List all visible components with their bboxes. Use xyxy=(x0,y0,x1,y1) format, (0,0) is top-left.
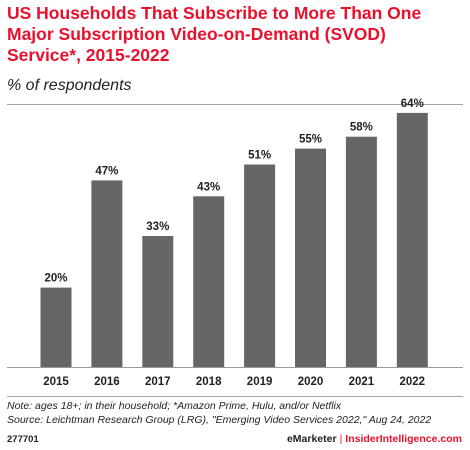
bar-2019 xyxy=(244,164,276,367)
bar-2020 xyxy=(295,148,326,367)
bar-2015 xyxy=(40,287,72,367)
x-tick-label-2022: 2022 xyxy=(400,376,426,388)
bar-2016 xyxy=(91,180,123,367)
bar-2018 xyxy=(193,196,225,367)
chart-notes: Note: ages 18+; in their household; *Ama… xyxy=(7,399,467,427)
brand-insider-intelligence: InsiderIntelligence.com xyxy=(345,433,462,445)
data-label-2019: 51% xyxy=(248,150,271,162)
x-tick-label-2015: 2015 xyxy=(43,376,69,388)
top-divider xyxy=(7,104,463,105)
data-label-2018: 43% xyxy=(197,181,220,193)
data-label-2015: 20% xyxy=(44,273,67,285)
brand-footer: eMarketer | InsiderIntelligence.com xyxy=(287,433,462,445)
chart-title: US Households That Subscribe to More Tha… xyxy=(7,3,422,65)
x-tick-label-2018: 2018 xyxy=(196,376,222,388)
bar-chart: 20% 2015 47% 2016 33% 2017 43% 2018 51% 2019 55% 20… xyxy=(7,98,463,388)
chart-id: 277701 xyxy=(7,434,39,445)
brand-separator: | xyxy=(339,433,343,445)
x-tick-label-2019: 2019 xyxy=(247,376,273,388)
source-text: Source: Leichtman Research Group (LRG), … xyxy=(7,414,432,426)
bottom-divider xyxy=(7,396,463,397)
x-tick-label-2021: 2021 xyxy=(349,376,375,388)
data-label-2020: 55% xyxy=(299,134,322,146)
note-text: Note: ages 18+; in their household; *Ama… xyxy=(7,400,342,412)
data-label-2017: 33% xyxy=(146,221,169,233)
brand-emarketer: eMarketer xyxy=(286,433,337,445)
chart-subtitle: % of respondents xyxy=(7,77,132,94)
bar-2022 xyxy=(396,112,428,368)
data-label-2022: 64% xyxy=(401,98,424,110)
x-tick-label-2017: 2017 xyxy=(145,376,171,388)
bar-2017 xyxy=(142,236,174,367)
bar-2021 xyxy=(345,136,377,367)
x-tick-label-2020: 2020 xyxy=(298,376,324,388)
data-label-2016: 47% xyxy=(95,165,118,177)
x-tick-label-2016: 2016 xyxy=(94,376,120,388)
data-label-2021: 58% xyxy=(350,122,373,134)
